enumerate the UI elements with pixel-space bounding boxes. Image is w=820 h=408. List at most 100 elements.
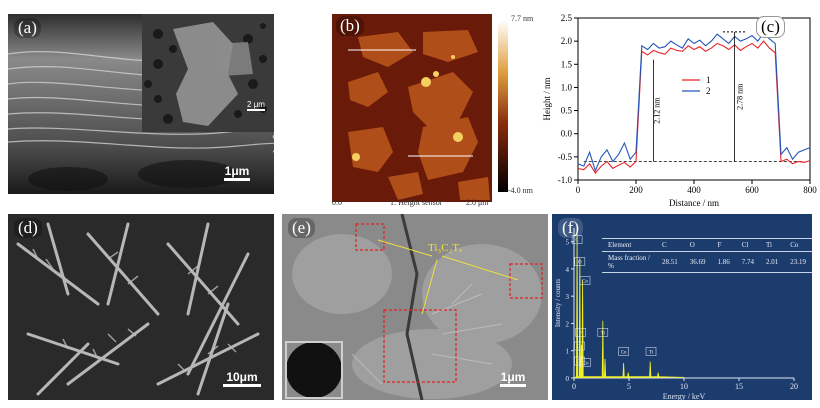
y-tick-label: 0.0 [561,129,573,139]
panel-f-label: (f) [558,218,583,238]
axis-left: 0.0 [332,198,342,207]
axis-right: 2.0 μm [466,198,489,207]
y-tick-label: -1.0 [558,175,573,185]
x-tick-label: 800 [803,185,817,195]
annotation-2: 2.78 nm [736,83,745,110]
y-tick-label: 0 [566,375,570,383]
header-f: F [717,241,722,249]
peak-box [575,328,586,337]
x-axis-label: Distance / nm [669,198,719,208]
y-axis-label: Intensity / counts [554,279,562,327]
peak-box [574,356,585,366]
y-tick-label: 2.5 [561,13,573,23]
eds-spectrum: 0 5 10 15 20 0 1 2 3 4 5 Energy / keV Intensity / co… [554,228,798,400]
x-tick-label: 400 [687,185,701,195]
y-tick-label: 4 [566,266,570,274]
scale-bar-label: 10μm [226,370,258,384]
mxene-annotation: Ti₃C₂Tₓ [428,242,463,254]
panel-b-label: (b) [336,16,364,36]
sem-image-layered [8,14,274,194]
sem-image-annotated [282,214,548,400]
peak-box [574,341,585,351]
scale-bar: 10μm [220,370,264,387]
peak-label-cl: Cl [577,360,582,365]
x-tick-label: 200 [629,185,643,195]
region-box-1 [355,223,385,251]
peak-label-ti: Ti [649,350,654,355]
table-header-row: Element C O F Cl Ti Co [602,238,812,252]
header-c: C [662,241,667,249]
peak-box [580,358,591,367]
x-tick-label: 600 [745,185,759,195]
y-tick-label: 2 [566,320,570,328]
panel-f: 0 5 10 15 20 0 1 2 3 4 5 Energy / keV Intensity / co… [552,214,812,400]
header-o: O [689,241,695,249]
afm-image [332,14,508,202]
value-f: 1.86 [717,258,730,266]
value-co: 23.19 [790,258,806,266]
region-box-2 [383,309,457,383]
value-c: 28.51 [662,258,678,266]
sem-image-dendrites [8,214,274,400]
inset-scale-bar: 2 μm [244,100,268,111]
panel-a-label: (a) [14,18,41,38]
peak-label-ti: Ti [601,331,606,336]
scale-bar-label: 1μm [224,164,250,178]
series-line-1 [577,40,811,175]
value-ti: 2.01 [766,258,779,266]
peak-label-o: O [578,260,582,265]
x-tick-label: 0 [572,382,576,391]
panel-d: (d) 10μm [8,214,274,400]
header-cl: Cl [741,241,749,249]
peak-label-c: C [575,239,579,244]
colorbar-min: -4.0 nm [508,186,533,195]
axis-mid: 1: Height sensor [390,198,443,207]
height-profile-chart: 0 200 400 600 800 -1.0 -0.5 0.0 0.5 1.0 1.5 2.0 2.5 D… [542,13,817,208]
value-o: 36.69 [689,258,706,266]
peak-label-cl: Cl [577,345,582,350]
inset-scale-label: 2 μm [247,100,265,109]
panel-a: (a) 2 μm 1μm [8,14,274,194]
y-tick-label: 3 [566,293,570,301]
panel-c: 0 200 400 600 800 -1.0 -0.5 0.0 0.5 1.0 1.5 2.0 2.5 D… [540,8,820,208]
peak-box [618,347,629,356]
row-label: Mass fraction / % [608,254,650,270]
peak-label-f: F [579,331,582,336]
peak-label-co: Co [621,350,627,355]
element-table: Element C O F Cl Ti Co Mass fraction / %… [602,238,812,273]
y-tick-label: 1 [566,348,570,356]
panel-c-label: (c) [756,16,785,38]
region-box-3 [509,263,543,299]
y-tick-label: 5 [566,239,570,247]
y-tick-label: -0.5 [558,152,573,162]
series-line-2 [577,31,811,173]
plot-frame [577,17,811,181]
header-element: Element [608,241,632,249]
peak-label-co: Co [583,361,589,366]
x-tick-label: 5 [627,382,631,391]
x-tick-label: 20 [790,382,798,391]
y-tick-label: 1.0 [561,82,573,92]
colorbar-max: 7.7 nm [511,14,534,23]
panel-b: (b) 7.7 nm -4.0 nm 0.0 1: Height sensor … [328,12,540,210]
scale-bar: 1μm [220,164,254,181]
x-tick-label: 10 [680,382,688,391]
scale-bar-label: 1μm [500,370,526,384]
x-tick-label: 15 [735,382,743,391]
peak-box [645,347,657,356]
y-tick-label: 0.5 [561,106,573,116]
peak-box [574,257,586,266]
inset-photo [286,342,342,398]
panel-e: (e) Ti₃C₂Tₓ 1μm [282,214,548,400]
peak-box [597,328,609,337]
table-row: Mass fraction / % 28.51 36.69 1.86 7.74 … [602,252,812,273]
panel-e-label: (e) [288,218,315,238]
scale-bar: 1μm [496,370,530,387]
x-tick-label: 0 [576,185,581,195]
legend-label-2: 2 [706,86,711,96]
y-axis-label: Height / nm [542,78,552,121]
annotation-1: 2.12 nm [652,97,661,124]
peak-label-co: Co [582,280,588,285]
x-axis-label: Energy / keV [663,392,706,400]
header-co: Co [790,241,799,249]
